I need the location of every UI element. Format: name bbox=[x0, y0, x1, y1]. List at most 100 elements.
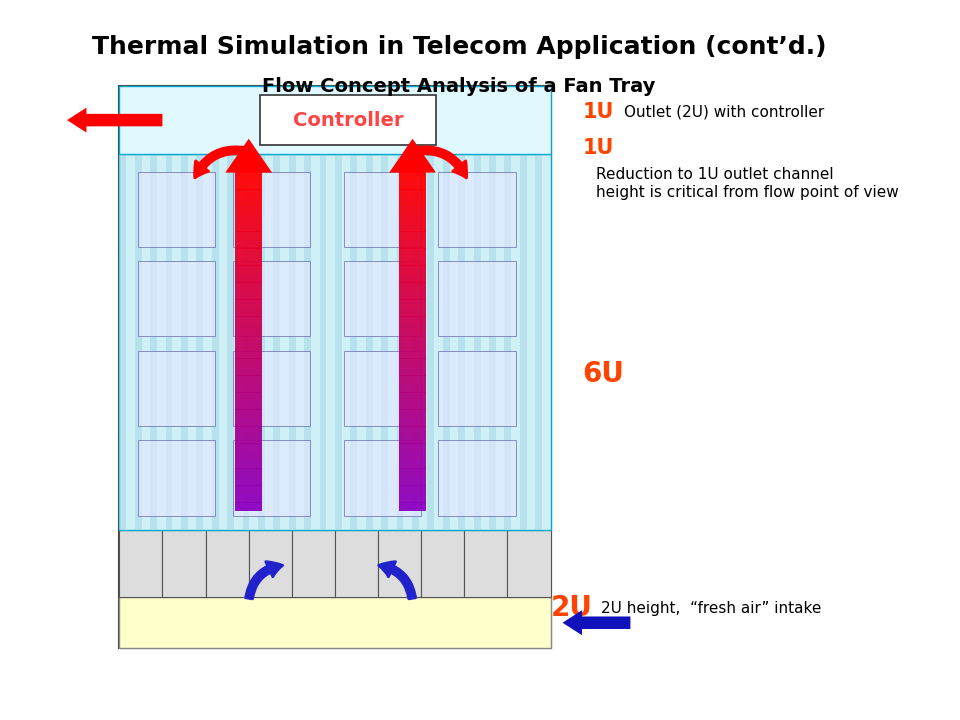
FancyArrowPatch shape bbox=[415, 147, 467, 178]
Text: Controller: Controller bbox=[293, 111, 403, 130]
Bar bbox=[235, 307, 262, 317]
FancyArrowPatch shape bbox=[563, 611, 631, 635]
Bar bbox=[119, 598, 551, 648]
Bar bbox=[504, 154, 512, 530]
Bar bbox=[412, 154, 419, 530]
Bar bbox=[165, 154, 173, 530]
Bar bbox=[119, 154, 126, 530]
Bar bbox=[398, 494, 426, 503]
Bar bbox=[137, 171, 215, 247]
Bar bbox=[235, 333, 262, 342]
Bar bbox=[137, 261, 215, 336]
Bar bbox=[439, 351, 516, 426]
Bar bbox=[304, 154, 311, 530]
Bar bbox=[235, 257, 262, 266]
Bar bbox=[427, 154, 434, 530]
Bar bbox=[289, 154, 296, 530]
Bar bbox=[235, 469, 262, 477]
FancyBboxPatch shape bbox=[260, 95, 436, 145]
Bar bbox=[398, 392, 426, 401]
Bar bbox=[396, 154, 403, 530]
Bar bbox=[232, 171, 310, 247]
Bar bbox=[398, 248, 426, 257]
Bar bbox=[398, 189, 426, 198]
Bar bbox=[335, 154, 342, 530]
Text: Outlet (2U) with controller: Outlet (2U) with controller bbox=[624, 104, 825, 119]
Text: 1U: 1U bbox=[583, 138, 614, 158]
Bar bbox=[344, 441, 421, 516]
Bar bbox=[235, 384, 262, 392]
Bar bbox=[235, 215, 262, 223]
Bar bbox=[398, 282, 426, 291]
Bar bbox=[344, 351, 421, 426]
Bar bbox=[398, 469, 426, 477]
Bar bbox=[398, 231, 426, 240]
Bar bbox=[366, 154, 372, 530]
Bar bbox=[398, 418, 426, 426]
Bar bbox=[119, 530, 162, 598]
Bar bbox=[235, 375, 262, 384]
Bar bbox=[235, 248, 262, 257]
Bar bbox=[398, 443, 426, 452]
Bar bbox=[398, 316, 426, 325]
Bar bbox=[398, 206, 426, 215]
Polygon shape bbox=[226, 139, 272, 173]
Polygon shape bbox=[389, 139, 436, 173]
Bar bbox=[235, 485, 262, 495]
Bar bbox=[235, 367, 262, 376]
Bar bbox=[398, 197, 426, 207]
Bar bbox=[235, 460, 262, 469]
FancyArrowPatch shape bbox=[67, 107, 162, 132]
Bar bbox=[180, 154, 188, 530]
Bar bbox=[235, 451, 262, 461]
Bar bbox=[228, 154, 234, 530]
Bar bbox=[398, 291, 426, 300]
Bar bbox=[398, 307, 426, 317]
FancyArrowPatch shape bbox=[246, 562, 282, 599]
Bar bbox=[398, 265, 426, 274]
Bar bbox=[235, 359, 262, 367]
Bar bbox=[398, 460, 426, 469]
Bar bbox=[398, 341, 426, 351]
Bar bbox=[235, 240, 262, 249]
Bar bbox=[489, 154, 496, 530]
Text: 2U: 2U bbox=[551, 595, 592, 622]
Bar bbox=[119, 86, 551, 648]
FancyArrowPatch shape bbox=[378, 562, 416, 599]
Bar bbox=[235, 189, 262, 198]
Bar bbox=[235, 181, 262, 189]
Bar bbox=[137, 441, 215, 516]
Bar bbox=[398, 333, 426, 342]
Bar bbox=[235, 401, 262, 410]
Bar bbox=[398, 215, 426, 223]
Bar bbox=[320, 154, 326, 530]
Bar bbox=[258, 154, 265, 530]
Text: 6U: 6U bbox=[583, 361, 625, 388]
Bar bbox=[439, 441, 516, 516]
Bar bbox=[398, 477, 426, 486]
Bar bbox=[473, 154, 481, 530]
Bar bbox=[398, 274, 426, 283]
Bar bbox=[235, 172, 262, 181]
Bar bbox=[274, 154, 280, 530]
Bar bbox=[344, 171, 421, 247]
Bar bbox=[519, 154, 527, 530]
Bar bbox=[249, 530, 292, 598]
Bar bbox=[508, 530, 551, 598]
Bar bbox=[235, 341, 262, 351]
Bar bbox=[235, 392, 262, 401]
Bar bbox=[235, 426, 262, 435]
Bar bbox=[458, 154, 465, 530]
Bar bbox=[235, 503, 262, 511]
Bar bbox=[162, 530, 205, 598]
Bar bbox=[398, 426, 426, 435]
Bar bbox=[235, 300, 262, 308]
Text: 1U: 1U bbox=[583, 102, 614, 122]
Text: 2U height,  “fresh air” intake: 2U height, “fresh air” intake bbox=[601, 601, 822, 616]
Bar bbox=[398, 257, 426, 266]
Bar bbox=[235, 206, 262, 215]
Bar bbox=[235, 443, 262, 452]
Bar bbox=[235, 350, 262, 359]
Bar bbox=[398, 451, 426, 461]
Bar bbox=[398, 401, 426, 410]
